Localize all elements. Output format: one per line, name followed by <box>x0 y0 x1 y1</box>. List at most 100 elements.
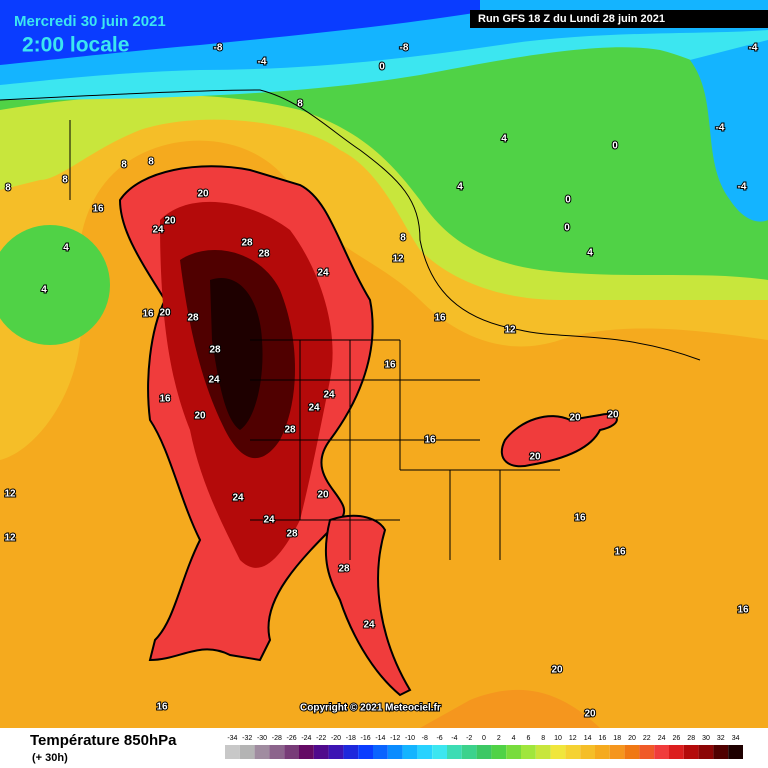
scale-swatch <box>595 745 610 759</box>
contour-label: 24 <box>323 390 335 401</box>
borders <box>69 120 560 560</box>
scale-label: 18 <box>613 735 621 742</box>
map: -8 -8 -4 0 -4 -4 -4 0 0 0 4 4 4 4 4 8 8 8 8 8 8 12 12 16 16 16 16 1… <box>0 0 768 728</box>
contour-label: 20 <box>194 411 206 422</box>
scale-swatch <box>580 745 595 759</box>
scale-label: 28 <box>687 735 695 742</box>
scale-label: -30 <box>257 735 267 742</box>
contour-label: 4 <box>41 285 47 296</box>
zone <box>0 225 110 345</box>
scale-label: 32 <box>717 735 725 742</box>
scale-swatch <box>432 745 447 759</box>
contour-label: 28 <box>286 529 298 540</box>
copyright: Copyright © 2021 Meteociel.fr <box>300 703 441 714</box>
scale-label: -24 <box>301 735 311 742</box>
scale-label: 30 <box>702 735 710 742</box>
contour-label: 16 <box>434 313 446 324</box>
scale-swatch <box>239 745 255 759</box>
contour-label: 16 <box>384 360 396 371</box>
contour-label: 28 <box>241 238 253 249</box>
scale-label: -18 <box>346 735 356 742</box>
contour-label: -4 <box>738 182 747 193</box>
scale-swatch <box>683 745 699 759</box>
scale-swatch <box>328 745 344 759</box>
scale-label: 34 <box>732 735 740 742</box>
zone <box>210 278 263 430</box>
heat-zone <box>500 413 618 468</box>
footer-title: Température 850hPa <box>30 732 177 749</box>
contour-label: 12 <box>4 489 16 500</box>
contour-label: 12 <box>504 325 516 336</box>
contour-label: -4 <box>716 123 725 134</box>
contour-label: -4 <box>749 43 758 54</box>
contour-label: 12 <box>4 533 16 544</box>
scale-swatch <box>506 745 521 759</box>
scale-swatch <box>609 745 625 759</box>
contour-label: 0 <box>379 62 385 73</box>
contour-label: 24 <box>208 375 220 386</box>
contour-label: 28 <box>187 313 199 324</box>
contour-label: 8 <box>148 157 154 168</box>
scale-label: -8 <box>422 735 428 742</box>
contour-label: 16 <box>574 513 586 524</box>
scale-swatch <box>387 745 403 759</box>
contour-label: 8 <box>400 233 406 244</box>
scale-swatch <box>639 745 655 759</box>
zone <box>690 40 768 222</box>
scale-swatch <box>624 745 640 759</box>
scale-swatch <box>358 745 373 759</box>
contour-label: 24 <box>317 268 329 279</box>
contour-label: 24 <box>363 620 375 631</box>
contour-label: 8 <box>297 99 303 110</box>
contour-label: 16 <box>156 702 168 713</box>
scale-swatch <box>654 745 669 759</box>
run-box <box>470 10 768 28</box>
scale-swatch <box>461 745 477 759</box>
scale-swatch <box>343 745 359 759</box>
scale-swatch <box>476 745 492 759</box>
scale-label: -12 <box>390 735 400 742</box>
scale-label: -26 <box>287 735 297 742</box>
scale-swatch <box>491 745 507 759</box>
coastline <box>0 89 701 361</box>
heat-zone <box>324 514 412 697</box>
scale-swatch <box>254 745 270 759</box>
contour-label: 24 <box>152 225 164 236</box>
date: Mercredi 30 juin 2021 <box>14 13 166 30</box>
contour-label: 28 <box>258 249 270 260</box>
contour-label: 16 <box>159 394 171 405</box>
scale-label: -34 <box>227 735 237 742</box>
contour-label: 20 <box>607 410 619 421</box>
contour-label: 16 <box>424 435 436 446</box>
scale-label: 16 <box>599 735 607 742</box>
scale-label: -20 <box>331 735 341 742</box>
scale-swatch <box>521 745 536 759</box>
scale-label: -16 <box>361 735 371 742</box>
scale-swatch <box>373 745 388 759</box>
contour-label: 28 <box>284 425 296 436</box>
contour-label: 20 <box>584 709 596 720</box>
contour-label: 20 <box>164 216 176 227</box>
scale-swatch <box>550 745 566 759</box>
scale-swatch <box>698 745 714 759</box>
scale-label: -28 <box>272 735 282 742</box>
scale-label: -6 <box>436 735 442 742</box>
scale-swatch <box>669 745 684 759</box>
scale-label: 4 <box>512 735 516 742</box>
scale-label: 10 <box>554 735 562 742</box>
scale-swatch <box>713 745 729 759</box>
scale-swatch <box>447 745 462 759</box>
scale-label: -32 <box>242 735 252 742</box>
contour-label: 12 <box>392 254 404 265</box>
scale-label: -4 <box>451 735 457 742</box>
contour-label: 20 <box>317 490 329 501</box>
run-info: Run GFS 18 Z du Lundi 28 juin 2021 <box>478 13 665 25</box>
scale-label: 0 <box>482 735 486 742</box>
scale-swatch <box>565 745 581 759</box>
contour-labels: -8 -8 -4 0 -4 -4 -4 0 0 0 4 4 4 4 4 8 8 8 8 8 8 12 12 16 16 16 16 1… <box>3 42 758 721</box>
contour-label: 20 <box>197 189 209 200</box>
scale-label: -22 <box>316 735 326 742</box>
scale-label: 20 <box>628 735 636 742</box>
color-scale: -34 -32 -30 -28 -26 -24 -22 -20 -18 -16 -14 -12 -10-… <box>225 735 743 759</box>
scale-swatch <box>728 745 743 759</box>
